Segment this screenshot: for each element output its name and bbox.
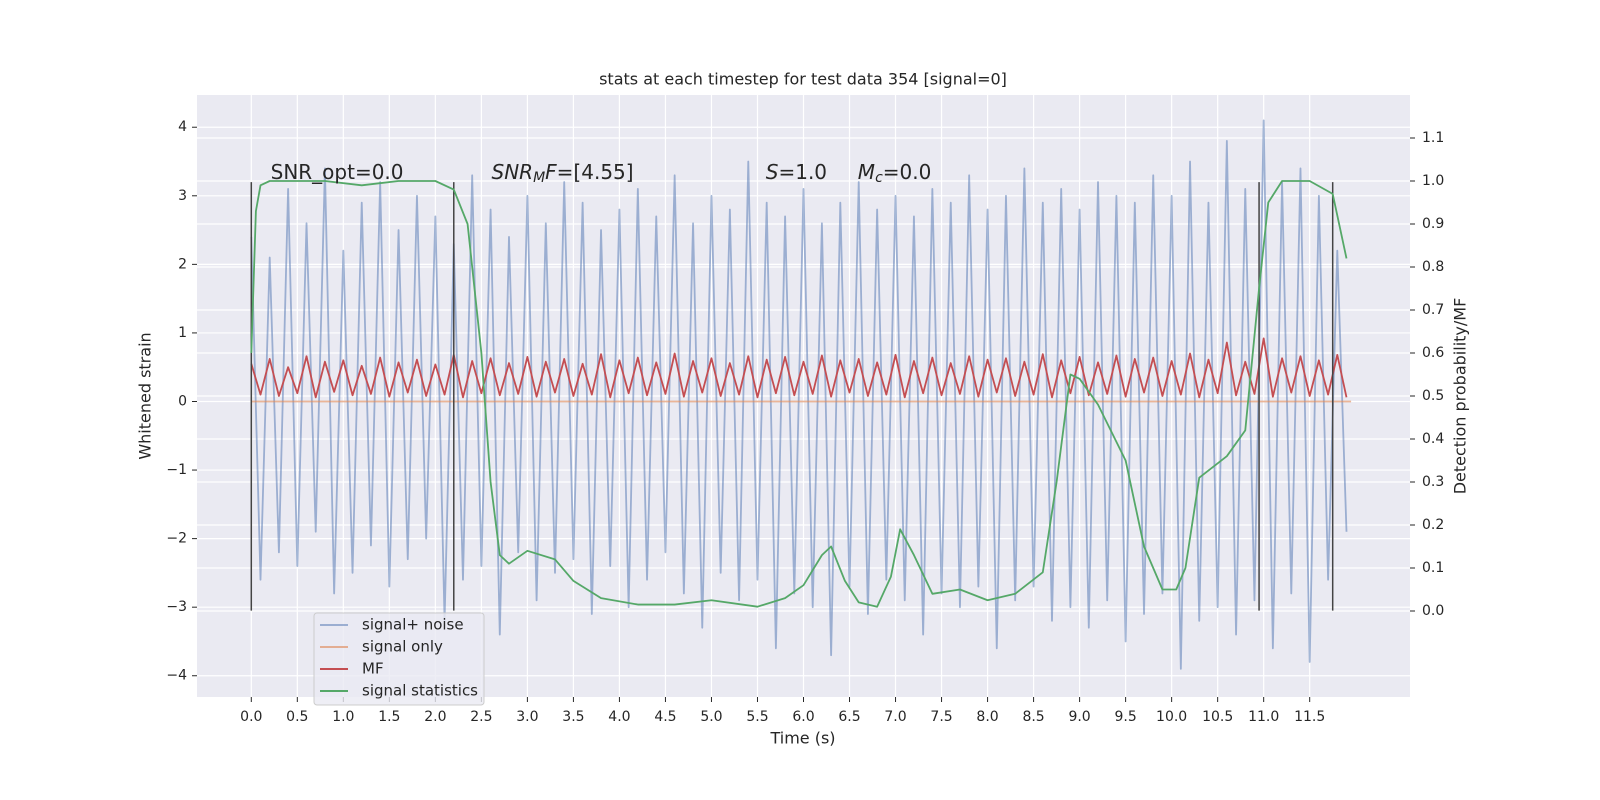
legend-label: signal statistics [362,682,478,700]
y2-tick-label: 0.8 [1422,259,1444,275]
x-tick-label: 6.0 [792,709,814,725]
x-tick-label: 4.5 [654,709,676,725]
x-tick-label: 3.0 [516,709,538,725]
annotation: S=1.0 [766,160,827,184]
y2-tick-label: 0.4 [1422,431,1444,447]
marks: SNR_opt=0.0 SNRMF=[4.55] S=1.0 Mc=0.0 [250,119,1352,670]
y-tick-label: 0 [178,393,187,409]
x-tick-label: 7.5 [930,709,952,725]
x-tick-label: 8.5 [1022,709,1044,725]
y2-tick-label: 0.9 [1422,216,1444,232]
y2-tick-label: 0.5 [1422,388,1444,404]
annotation-part: c [875,170,883,186]
x-tick-label: 4.0 [608,709,630,725]
legend-label: signal+ noise [362,616,464,634]
x-tick-label: 9.0 [1068,709,1090,725]
y2-tick-label: 0.2 [1422,517,1444,533]
x-tick-label: 2.5 [470,709,492,725]
x-tick-label: 0.5 [286,709,308,725]
x-tick-label: 8.0 [976,709,998,725]
y2-axis-label: Detection probability/MF [1451,298,1470,495]
y2-tick-label: 1.0 [1422,173,1444,189]
annotation-part: S [766,160,779,184]
annotation: SNRMF=[4.55] [492,160,634,187]
legend-label: MF [362,660,384,678]
annotation-part: F [545,160,557,184]
annotation-part: =0.0 [883,160,932,184]
y2-tick-label: 0.6 [1422,345,1444,361]
y-tick-label: −1 [166,462,187,478]
y-tick-label: 1 [178,325,187,341]
y-tick-label: 4 [178,119,187,135]
x-tick-label: 3.5 [562,709,584,725]
legend-label: signal only [362,638,443,656]
x-tick-label: 0.0 [240,709,262,725]
y2-tick-label: 0.1 [1422,560,1444,576]
y2-tick-label: 1.1 [1422,130,1444,146]
annotation-part: M [533,170,545,186]
x-tick-label: 10.0 [1156,709,1187,725]
x-tick-label: 5.5 [746,709,768,725]
annotation-part: SNR [492,160,534,184]
y2-tick-label: 0.3 [1422,474,1444,490]
x-tick-label: 9.5 [1114,709,1136,725]
y-tick-label: 2 [178,256,187,272]
axes: 0.0 0.5 1.0 1.5 2.0 2.5 3.0 3.5 4.0 4.5 5.0 5.5 6.0 6… [166,119,1444,725]
x-tick-label: 11.0 [1248,709,1279,725]
annotation-part: M [858,160,875,184]
x-tick-label: 1.5 [378,709,400,725]
x-tick-label: 11.5 [1294,709,1325,725]
y-tick-label: 3 [178,188,187,204]
annotation: SNR_opt=0.0 [271,160,404,184]
annotation-part: SNR_opt=0.0 [271,160,404,184]
series-line [250,119,1348,670]
x-tick-label: 10.5 [1202,709,1233,725]
x-tick-label: 2.0 [424,709,446,725]
x-tick-label: 6.5 [838,709,860,725]
series-line [250,180,1348,608]
x-axis-label: Time (s) [769,729,835,748]
legend-box [313,612,485,706]
annotation: Mc=0.0 [858,160,932,187]
y2-tick-label: 0.0 [1422,603,1444,619]
x-tick-label: 5.0 [700,709,722,725]
y-axis-label: Whitened strain [136,332,155,459]
chart-title: stats at each timestep for test data 354… [599,70,1007,89]
y-tick-label: −2 [166,531,187,547]
y-tick-label: −3 [166,599,187,615]
annotation-part: =[4.55] [557,160,634,184]
x-tick-label: 1.0 [332,709,354,725]
annotation-part: =1.0 [778,160,827,184]
y-tick-label: −4 [166,668,187,684]
x-tick-label: 7.0 [884,709,906,725]
y2-tick-label: 0.7 [1422,302,1444,318]
series-line [250,337,1348,399]
